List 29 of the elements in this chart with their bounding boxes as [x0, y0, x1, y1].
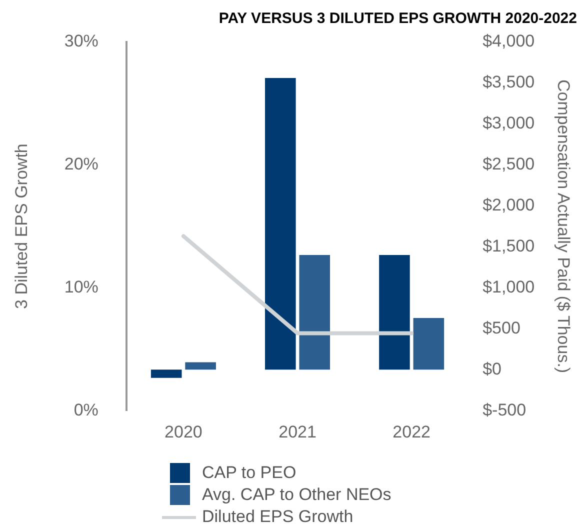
legend-label: Avg. CAP to Other NEOs: [202, 485, 392, 505]
bar: [265, 78, 296, 370]
y2-tick-label: $0: [482, 359, 502, 378]
y-tick-label: 30%: [64, 32, 98, 51]
y2-tick-label: $3,500: [482, 72, 535, 92]
y2-tick-label: $1,500: [482, 236, 535, 256]
y2-tick-label: $2,500: [482, 154, 535, 174]
y2-tick-label: $2,000: [482, 196, 535, 215]
x-tick-label: 2021: [278, 422, 316, 442]
x-tick-label: 2020: [164, 422, 202, 442]
y2-tick-label: $500: [482, 318, 520, 338]
bar: [150, 370, 182, 378]
x-tick-label: 2022: [392, 422, 430, 442]
y2-axis-title: Compensation Actually Paid ($ Thous.): [554, 80, 574, 374]
y-tick-label: 20%: [64, 154, 98, 174]
chart-title: PAY VERSUS 3 DILUTED EPS GROWTH 2020-2022: [218, 10, 577, 28]
legend-label: CAP to PEO: [202, 463, 296, 483]
y2-tick-label: $-500: [482, 400, 526, 420]
bar: [413, 318, 444, 370]
legend-label: Diluted EPS Growth: [202, 507, 354, 527]
bar: [185, 362, 216, 370]
y-tick-label: 0%: [74, 400, 98, 420]
bar: [379, 254, 410, 370]
y2-tick-label: $4,000: [482, 32, 535, 51]
bar: [299, 254, 330, 370]
y-axis-title: 3 Diluted EPS Growth: [12, 144, 31, 309]
y2-tick-label: $1,000: [482, 277, 535, 296]
y2-tick-label: $3,000: [482, 114, 535, 133]
y-tick-label: 10%: [64, 277, 98, 296]
